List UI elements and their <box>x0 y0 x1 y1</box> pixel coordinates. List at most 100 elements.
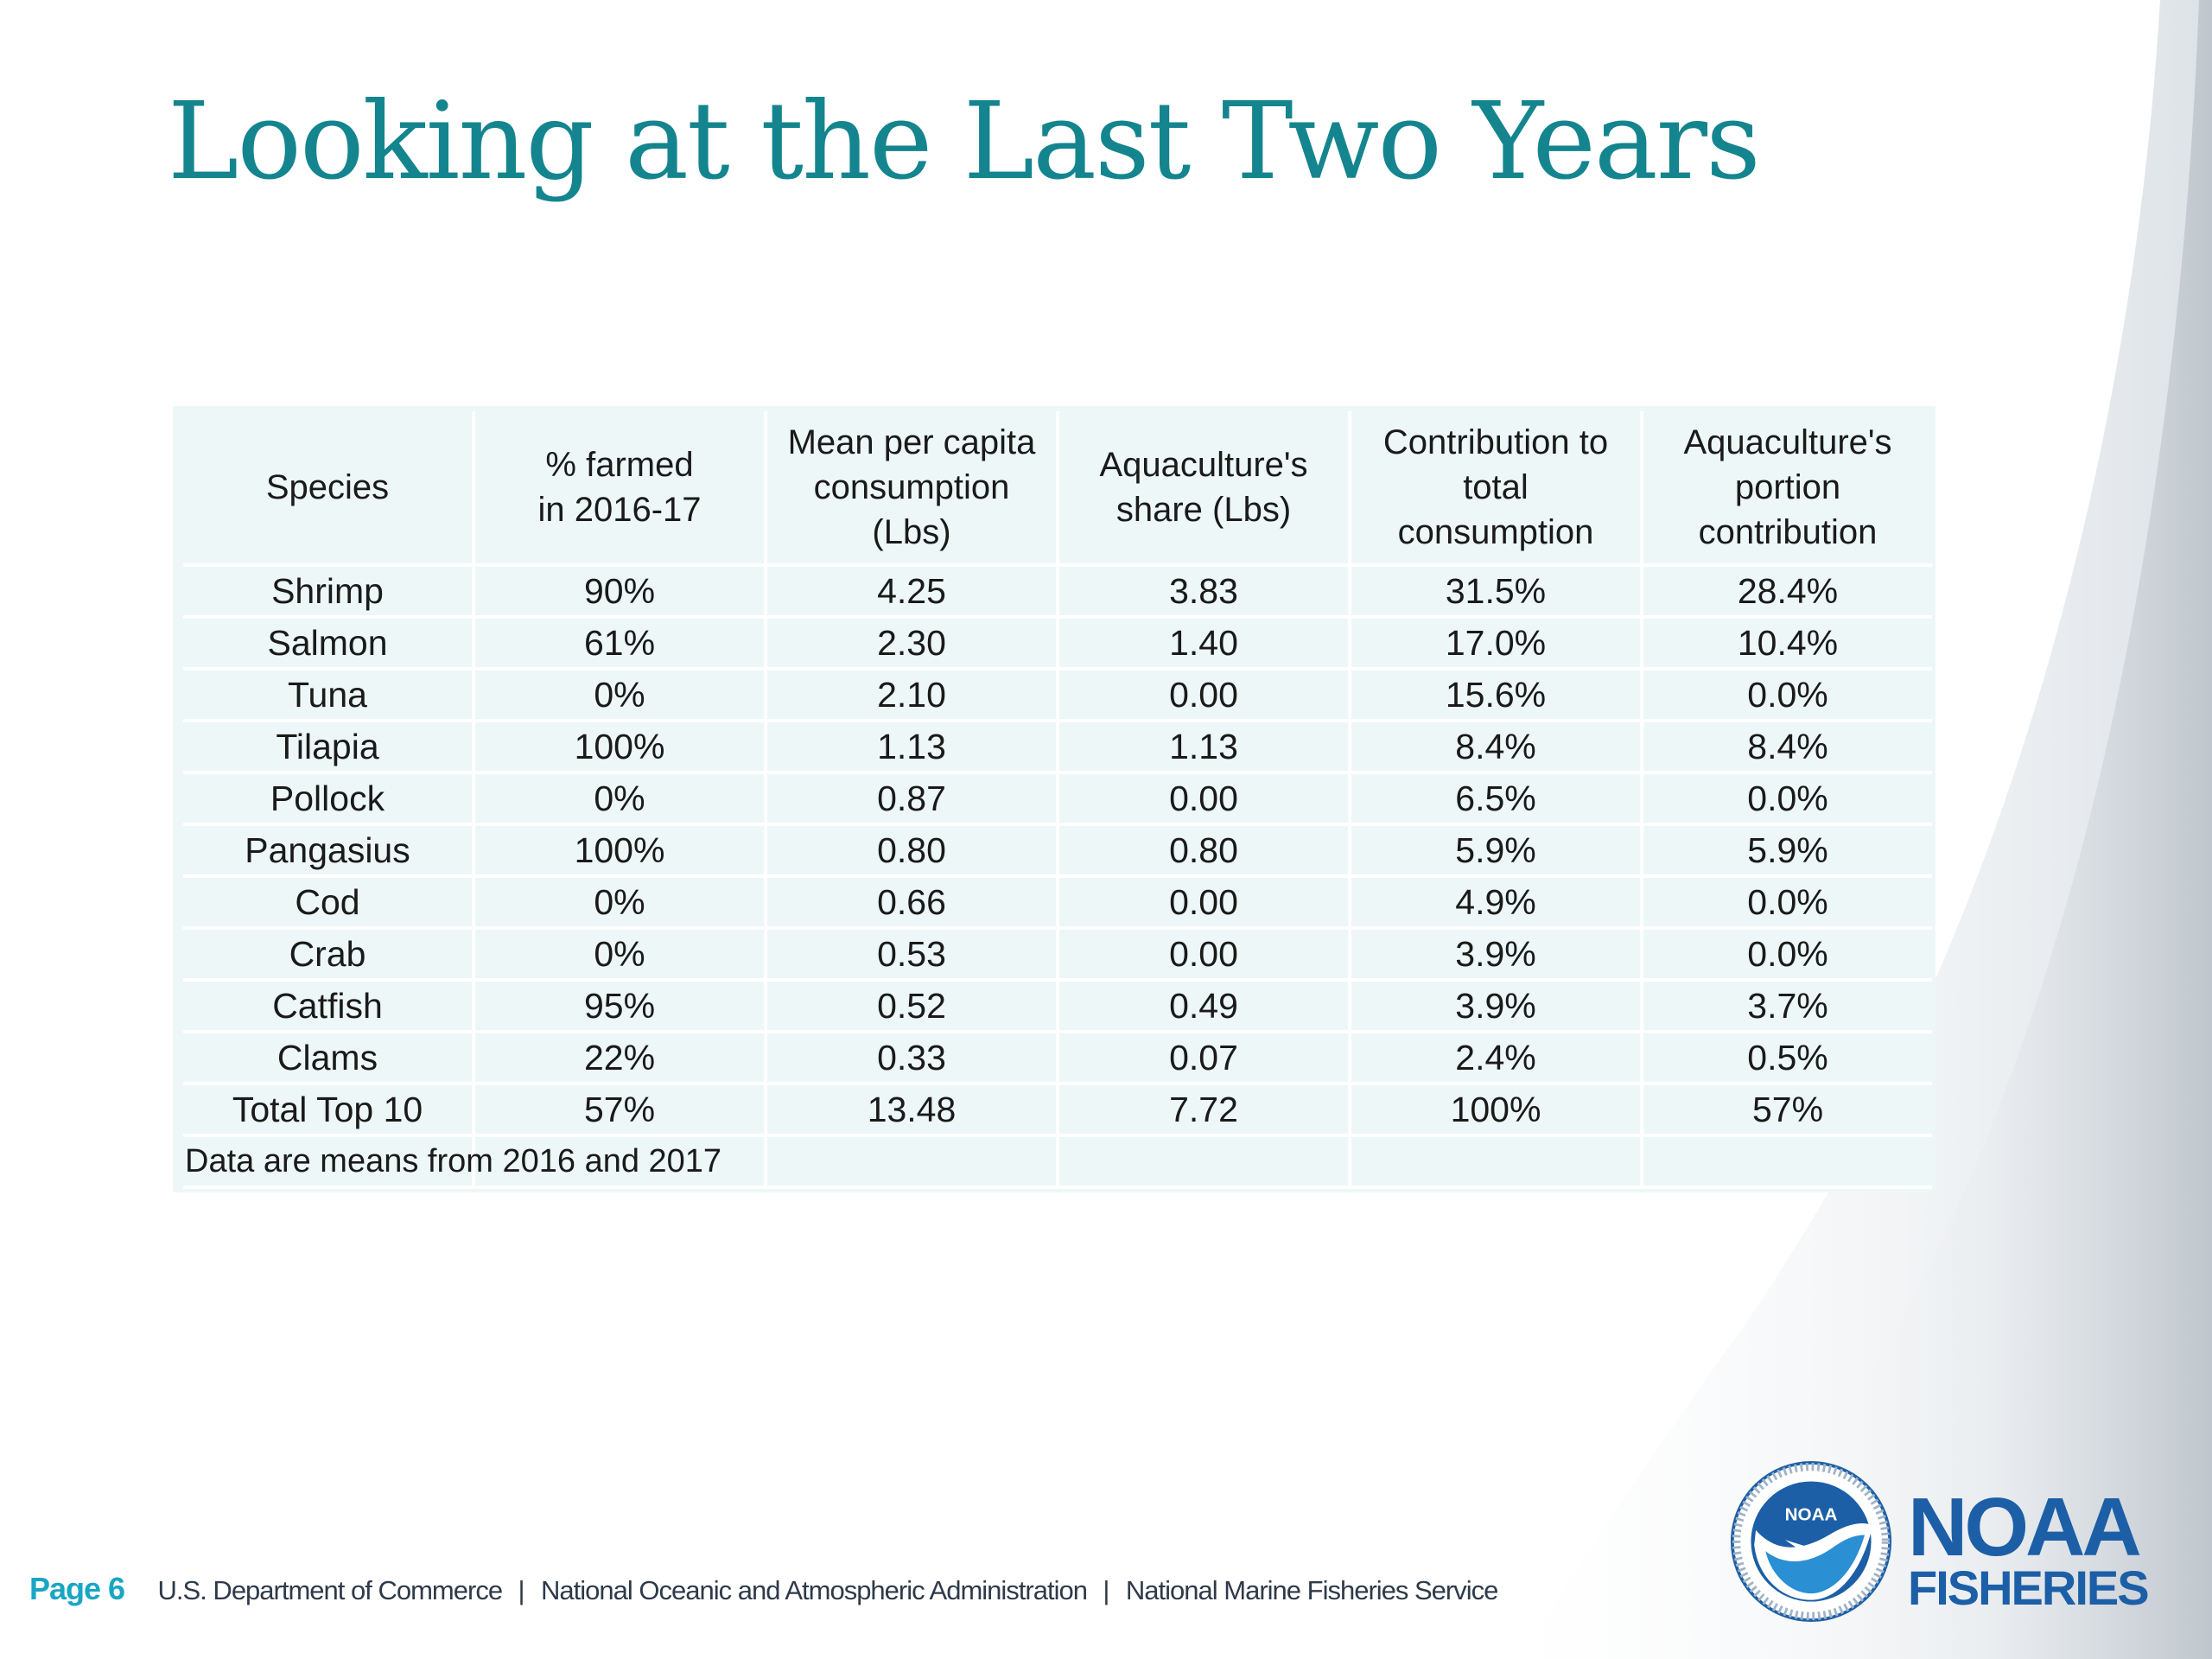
cell-aquaculture-portion: 8.4% <box>1642 721 1932 774</box>
table-row: Clams 22% 0.33 0.07 2.4% 0.5% <box>183 1032 1932 1085</box>
cell-aquaculture-share: 0.00 <box>1058 772 1351 826</box>
cell-species: Total Top 10 <box>183 1084 475 1137</box>
table-header-row: Species % farmed in 2016-17 Mean per cap… <box>183 411 1932 567</box>
header-mean-per-capita: Mean per capita consumption (Lbs) <box>766 411 1059 567</box>
cell-aquaculture-portion: 57% <box>1642 1084 1932 1137</box>
table-row: Salmon 61% 2.30 1.40 17.0% 10.4% <box>183 617 1932 671</box>
table-row: Crab 0% 0.53 0.00 3.9% 0.0% <box>183 928 1932 982</box>
cell-aquaculture-portion: 0.0% <box>1642 928 1932 982</box>
noaa-fisheries-wordmark: NOAA FISHERIES <box>1908 1481 2150 1615</box>
cell-percent-farmed: 0% <box>474 772 767 826</box>
cell-aquaculture-share: 0.07 <box>1058 1032 1351 1085</box>
table-row: Pangasius 100% 0.80 0.80 5.9% 5.9% <box>183 824 1932 878</box>
cell-percent-farmed: 0% <box>474 669 767 722</box>
cell-percent-farmed: 95% <box>474 980 767 1033</box>
cell-aquaculture-share: 0.00 <box>1058 876 1351 930</box>
cell-percent-farmed: 57% <box>474 1084 767 1137</box>
cell-mean-per-capita: 0.66 <box>766 876 1059 930</box>
cell-mean-per-capita: 4.25 <box>766 565 1059 619</box>
cell-species: Clams <box>183 1032 475 1085</box>
page-number: Page 6 <box>29 1571 125 1606</box>
table-row: Shrimp 90% 4.25 3.83 31.5% 28.4% <box>183 565 1932 619</box>
cell-percent-farmed: 61% <box>474 617 767 671</box>
cell-percent-farmed: 100% <box>474 721 767 774</box>
table-row: Pollock 0% 0.87 0.00 6.5% 0.0% <box>183 772 1932 826</box>
footer-separator: | <box>518 1575 525 1605</box>
cell-aquaculture-portion: 0.0% <box>1642 669 1932 722</box>
cell-contribution-total: 3.9% <box>1350 928 1643 982</box>
header-contribution-total: Contribution to total consumption <box>1350 411 1643 567</box>
cell-aquaculture-portion: 0.0% <box>1642 772 1932 826</box>
cell-percent-farmed: 0% <box>474 928 767 982</box>
cell-contribution-total: 17.0% <box>1350 617 1643 671</box>
cell-mean-per-capita: 13.48 <box>766 1084 1059 1137</box>
cell-contribution-total: 15.6% <box>1350 669 1643 722</box>
wordmark-fisheries: FISHERIES <box>1908 1560 2150 1615</box>
cell-aquaculture-share: 0.80 <box>1058 824 1351 878</box>
table-total-row: Total Top 10 57% 13.48 7.72 100% 57% <box>183 1084 1932 1137</box>
consumption-table: Species % farmed in 2016-17 Mean per cap… <box>183 411 1932 1189</box>
cell-percent-farmed: 90% <box>474 565 767 619</box>
cell-aquaculture-share: 1.13 <box>1058 721 1351 774</box>
cell-aquaculture-share: 0.00 <box>1058 928 1351 982</box>
cell-mean-per-capita: 2.30 <box>766 617 1059 671</box>
header-aquaculture-portion: Aquaculture's portion contribution <box>1642 411 1932 567</box>
cell-contribution-total: 8.4% <box>1350 721 1643 774</box>
cell-contribution-total: 4.9% <box>1350 876 1643 930</box>
cell-species: Cod <box>183 876 475 930</box>
cell-mean-per-capita: 0.53 <box>766 928 1059 982</box>
cell-species: Tuna <box>183 669 475 722</box>
cell-aquaculture-portion: 5.9% <box>1642 824 1932 878</box>
cell-aquaculture-portion: 28.4% <box>1642 565 1932 619</box>
cell-species: Shrimp <box>183 565 475 619</box>
cell-contribution-total: 5.9% <box>1350 824 1643 878</box>
cell-aquaculture-share: 7.72 <box>1058 1084 1351 1137</box>
cell-aquaculture-share: 1.40 <box>1058 617 1351 671</box>
cell-aquaculture-portion: 0.5% <box>1642 1032 1932 1085</box>
cell-percent-farmed: 0% <box>474 876 767 930</box>
cell-contribution-total: 2.4% <box>1350 1032 1643 1085</box>
cell-mean-per-capita: 0.80 <box>766 824 1059 878</box>
wordmark-noaa: NOAA <box>1908 1481 2142 1573</box>
table-row: Tuna 0% 2.10 0.00 15.6% 0.0% <box>183 669 1932 722</box>
empty-cell <box>1350 1135 1643 1189</box>
empty-cell <box>766 1135 1059 1189</box>
cell-species: Pangasius <box>183 824 475 878</box>
noaa-seal-logo: NOAA <box>1730 1460 1892 1623</box>
empty-cell <box>1642 1135 1932 1189</box>
cell-contribution-total: 31.5% <box>1350 565 1643 619</box>
slide-footer: Page 6 U.S. Department of Commerce | Nat… <box>29 1571 1498 1607</box>
cell-mean-per-capita: 0.33 <box>766 1032 1059 1085</box>
table-note: Data are means from 2016 and 2017 <box>183 1135 721 1189</box>
cell-percent-farmed: 22% <box>474 1032 767 1085</box>
table-row: Tilapia 100% 1.13 1.13 8.4% 8.4% <box>183 721 1932 774</box>
cell-species: Pollock <box>183 772 475 826</box>
cell-mean-per-capita: 2.10 <box>766 669 1059 722</box>
footer-separator: | <box>1103 1575 1110 1605</box>
cell-mean-per-capita: 1.13 <box>766 721 1059 774</box>
cell-aquaculture-portion: 3.7% <box>1642 980 1932 1033</box>
table-row: Catfish 95% 0.52 0.49 3.9% 3.7% <box>183 980 1932 1033</box>
footer-agency-nmfs: National Marine Fisheries Service <box>1125 1575 1498 1605</box>
cell-aquaculture-portion: 10.4% <box>1642 617 1932 671</box>
seal-text: NOAA <box>1785 1505 1838 1525</box>
cell-mean-per-capita: 0.52 <box>766 980 1059 1033</box>
table-note-row: Data are means from 2016 and 2017 <box>183 1135 1932 1189</box>
empty-cell <box>474 1135 767 1189</box>
cell-species: Crab <box>183 928 475 982</box>
cell-contribution-total: 3.9% <box>1350 980 1643 1033</box>
cell-mean-per-capita: 0.87 <box>766 772 1059 826</box>
empty-cell <box>1058 1135 1351 1189</box>
header-species: Species <box>183 411 475 567</box>
footer-agency-commerce: U.S. Department of Commerce <box>157 1575 504 1605</box>
cell-percent-farmed: 100% <box>474 824 767 878</box>
cell-species: Salmon <box>183 617 475 671</box>
table-row: Cod 0% 0.66 0.00 4.9% 0.0% <box>183 876 1932 930</box>
cell-aquaculture-share: 0.00 <box>1058 669 1351 722</box>
header-aquaculture-share: Aquaculture's share (Lbs) <box>1058 411 1351 567</box>
cell-species: Catfish <box>183 980 475 1033</box>
cell-aquaculture-portion: 0.0% <box>1642 876 1932 930</box>
footer-agency-noaa: National Oceanic and Atmospheric Adminis… <box>541 1575 1088 1605</box>
